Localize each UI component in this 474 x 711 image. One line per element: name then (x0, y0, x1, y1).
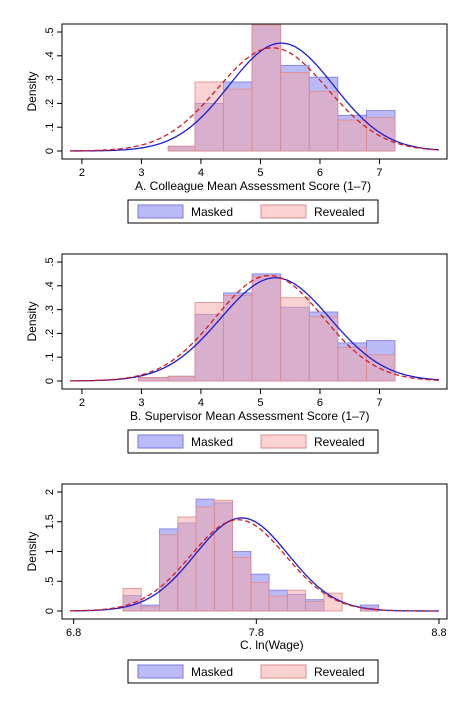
density-curve-revealed (69, 519, 439, 612)
y-tick-label: 1.5 (44, 514, 56, 529)
y-tick-label: .4 (44, 51, 56, 60)
histogram-bar-revealed (280, 297, 310, 382)
x-tick-label: 6.8 (66, 627, 81, 639)
y-axis-title: Density (25, 301, 39, 341)
y-tick-label: .5 (44, 577, 56, 586)
legend-swatch-masked (137, 664, 184, 679)
legend: Masked Revealed (127, 659, 379, 684)
legend-swatch-revealed (260, 204, 307, 219)
x-tick-label: 5 (257, 167, 263, 179)
histogram-bar-revealed (308, 91, 339, 152)
legend-label-masked: Masked (191, 665, 233, 679)
density-curve-masked (69, 277, 440, 382)
x-tick-label: 4 (198, 397, 204, 409)
y-tick-label: 0 (44, 148, 56, 154)
histogram-bar-revealed (337, 119, 367, 152)
x-axis-title: C. ln(Wage) (240, 638, 304, 652)
legend-label-revealed: Revealed (314, 435, 365, 449)
x-tick-label: 6 (317, 397, 323, 409)
histogram-bar-revealed (251, 24, 282, 152)
legend-label-revealed: Revealed (314, 665, 365, 679)
histogram-bar-revealed (286, 589, 307, 612)
x-tick-label: 7 (376, 167, 382, 179)
histogram-bar-revealed (250, 582, 270, 612)
panel-2: 0 .1 .2 .3 .4 .5 2 3 4 5 6 7 Density B. Supervisor Me… (25, 253, 448, 454)
legend-swatch-revealed (260, 434, 307, 449)
histogram-bar-revealed (268, 595, 288, 612)
x-tick-label: 7 (376, 397, 382, 409)
legend-label-masked: Masked (191, 205, 233, 219)
panel-1: 0 .1 .2 .3 .4 .5 2 3 4 5 6 7 Density A. Colleague Mea… (25, 23, 448, 224)
y-tick-label: .4 (44, 281, 56, 290)
panel-3: 0 .5 1 1.5 2 6.8 7.8 8.8 Density C. ln(Wage) Maske… (25, 483, 448, 684)
y-tick-label: .5 (44, 257, 56, 266)
y-axis-title: Density (25, 71, 39, 111)
y-tick-label: .5 (44, 27, 56, 36)
y-tick-label: 2 (44, 489, 56, 495)
legend-swatch-masked (137, 204, 184, 219)
density-curve-masked (69, 42, 440, 152)
x-tick-label: 2 (79, 167, 85, 179)
y-tick-label: 0 (44, 378, 56, 384)
x-tick-label: 6 (317, 167, 323, 179)
y-tick-label: 1 (44, 548, 56, 554)
x-tick-label: 3 (138, 397, 144, 409)
legend: Masked Revealed (127, 199, 379, 224)
histogram-bar-revealed (223, 88, 253, 152)
histogram-bar-revealed (138, 377, 169, 382)
legend-box (127, 659, 379, 684)
y-tick-label: .3 (44, 305, 56, 314)
histogram-bar-revealed (122, 587, 142, 612)
histogram-bar-revealed (305, 601, 325, 612)
histogram-bar-revealed (251, 275, 282, 382)
x-tick-label: 2 (79, 397, 85, 409)
x-axis-title: A. Colleague Mean Assessment Score (1–7) (135, 179, 371, 193)
histogram-bar-revealed (308, 316, 339, 382)
histogram-bar-revealed (195, 506, 215, 612)
histogram-bar-revealed (337, 347, 367, 382)
density-curve-revealed (69, 47, 440, 152)
x-axis-title: B. Supervisor Mean Assessment Score (1–7… (130, 409, 369, 423)
y-axis-title: Density (25, 531, 39, 571)
histogram-bar-revealed (365, 354, 396, 382)
x-tick-label: 5 (257, 397, 263, 409)
histogram-bar-revealed (365, 117, 396, 152)
legend-label-revealed: Revealed (314, 205, 365, 219)
histogram-bar-revealed (167, 375, 196, 382)
histogram-bar-revealed (323, 592, 343, 612)
legend: Masked Revealed (127, 429, 379, 454)
histogram-bar-revealed (167, 145, 196, 152)
histogram-bar-revealed (232, 557, 252, 612)
x-tick-label: 3 (138, 167, 144, 179)
legend-swatch-revealed (260, 664, 307, 679)
legend-swatch-masked (137, 434, 184, 449)
legend-box (127, 429, 379, 454)
histogram-bar-revealed (194, 81, 224, 152)
x-tick-label: 7.8 (249, 627, 264, 639)
legend-label-masked: Masked (191, 435, 233, 449)
y-tick-label: 0 (44, 608, 56, 614)
y-tick-label: .3 (44, 75, 56, 84)
y-tick-label: .2 (44, 329, 56, 338)
x-tick-label: 4 (198, 167, 204, 179)
y-tick-label: .1 (44, 353, 56, 362)
histogram-bar-revealed (213, 499, 233, 612)
x-tick-label: 8.8 (431, 627, 446, 639)
y-tick-label: .2 (44, 99, 56, 108)
histogram-bar-revealed (140, 606, 160, 612)
legend-box (127, 199, 379, 224)
histogram-bar-revealed (280, 72, 310, 152)
y-tick-label: .1 (44, 123, 56, 132)
histogram-bar-revealed (223, 294, 253, 382)
